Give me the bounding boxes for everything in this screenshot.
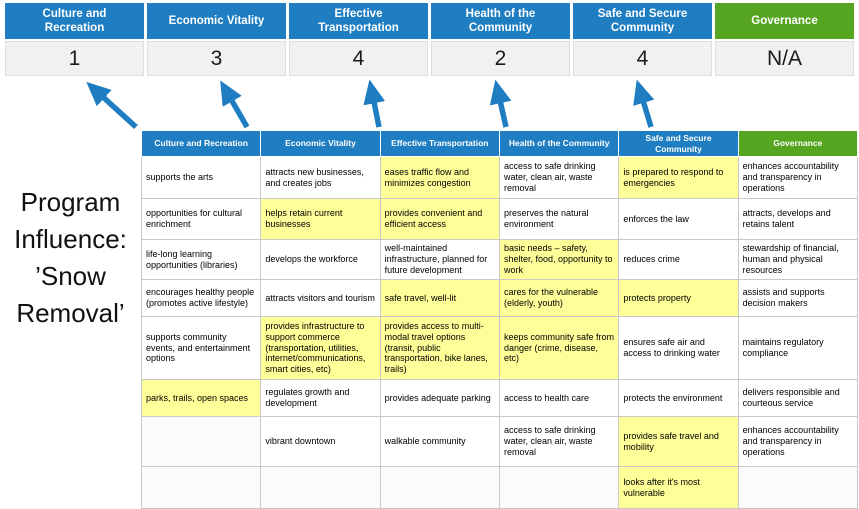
matrix-cell: delivers responsible and courteous servi… xyxy=(737,379,859,417)
matrix-cell: ensures safe air and access to drinking … xyxy=(618,316,739,380)
pillar-health-of-the-community: Health of the Community xyxy=(431,3,570,39)
matrix-cell-empty xyxy=(140,466,262,509)
matrix-cell: protects property xyxy=(618,279,739,317)
matrix-cell: life-long learning opportunities (librar… xyxy=(140,239,262,280)
matrix-row-7: vibrant downtown walkable community access… xyxy=(140,416,859,467)
program-title-line: ’Snow xyxy=(35,260,106,291)
matrix-cell: supports the arts xyxy=(140,156,262,199)
pillar-economic-vitality: Economic Vitality xyxy=(147,3,286,39)
matrix-cell: enhances accountability and transparency… xyxy=(737,156,859,199)
matrix-cell: looks after it's most vulnerable xyxy=(618,466,739,509)
matrix-cell: provides safe travel and mobility xyxy=(618,416,739,467)
matrix-header-economic-vitality: Economic Vitality xyxy=(260,130,381,157)
matrix-row-6: parks, trails, open spaces regulates grow… xyxy=(140,379,859,417)
matrix-cell: access to safe drinking water, clean air… xyxy=(498,156,620,199)
pillar-governance: Governance xyxy=(715,3,854,39)
matrix-cell: parks, trails, open spaces xyxy=(140,379,262,417)
program-title: Program Influence: ’Snow Removal’ xyxy=(0,184,141,332)
matrix-cell: walkable community xyxy=(379,416,500,467)
matrix-cell-empty xyxy=(260,466,381,509)
matrix-cell: protects the environment xyxy=(618,379,739,417)
pillar-culture-and-recreation: Culture and Recreation xyxy=(5,3,144,39)
matrix-cell: attracts new businesses, and creates job… xyxy=(260,156,381,199)
matrix-cell: safe travel, well-lit xyxy=(379,279,500,317)
influence-matrix: Culture and Recreation Economic Vitality E… xyxy=(140,130,859,509)
program-title-line: Influence: xyxy=(14,223,127,254)
score-arrows-layer xyxy=(86,79,655,130)
matrix-cell: access to safe drinking water, clean air… xyxy=(498,416,620,467)
matrix-cell: provides access to multi-modal travel op… xyxy=(379,316,500,380)
matrix-cell: cares for the vulnerable (elderly, youth… xyxy=(498,279,620,317)
up-arrow-icon-effective-transportation xyxy=(363,79,386,128)
matrix-cell-empty xyxy=(379,466,500,509)
matrix-cell: attracts visitors and tourism xyxy=(260,279,381,317)
pillar-header-band: Culture and Recreation Economic Vitality E… xyxy=(5,3,854,39)
matrix-cell: preserves the natural environment xyxy=(498,198,620,240)
matrix-row-3: life-long learning opportunities (librar… xyxy=(140,239,859,280)
matrix-header-safe-and-secure-community: Safe and Secure Community xyxy=(618,130,739,157)
matrix-row-8: looks after it's most vulnerable xyxy=(140,466,859,509)
matrix-cell: stewardship of financial, human and phys… xyxy=(737,239,859,280)
matrix-cell: provides adequate parking xyxy=(379,379,500,417)
matrix-cell-empty xyxy=(498,466,620,509)
matrix-cell: supports community events, and entertain… xyxy=(140,316,262,380)
score-economic-vitality: 3 xyxy=(147,41,286,76)
matrix-cell: attracts, develops and retains talent xyxy=(737,198,859,240)
up-arrow-icon-economic-vitality xyxy=(220,80,250,129)
score-governance: N/A xyxy=(715,41,854,76)
matrix-cell: basic needs – safety, shelter, food, opp… xyxy=(498,239,620,280)
matrix-cell: enhances accountability and transparency… xyxy=(737,416,859,467)
matrix-row-2: opportunities for cultural enrichment hel… xyxy=(140,198,859,240)
score-safe-and-secure-community: 4 xyxy=(573,41,712,76)
program-title-line: Program xyxy=(20,187,121,217)
matrix-cell: reduces crime xyxy=(618,239,739,280)
program-title-line: Removal’ xyxy=(16,297,125,328)
matrix-cell: assists and supports decision makers xyxy=(737,279,859,317)
matrix-header-effective-transportation: Effective Transportation xyxy=(379,130,500,157)
score-effective-transportation: 4 xyxy=(289,41,428,76)
matrix-header-row: Culture and Recreation Economic Vitality E… xyxy=(140,130,859,157)
matrix-cell: maintains regulatory compliance xyxy=(737,316,859,380)
matrix-cell-empty xyxy=(140,416,262,467)
matrix-row-5: supports community events, and entertain… xyxy=(140,316,859,380)
matrix-cell: regulates growth and development xyxy=(260,379,381,417)
pillar-effective-transportation: Effective Transportation xyxy=(289,3,428,39)
matrix-cell: provides infrastructure to support comme… xyxy=(260,316,381,380)
up-arrow-icon-health-of-the-community xyxy=(489,79,512,128)
matrix-cell: encourages healthy people (promotes acti… xyxy=(140,279,262,317)
score-health-of-the-community: 2 xyxy=(431,41,570,76)
matrix-cell: keeps community safe from danger (crime,… xyxy=(498,316,620,380)
up-arrow-icon-safe-and-secure-community xyxy=(633,79,655,128)
matrix-cell: opportunities for cultural enrichment xyxy=(140,198,262,240)
matrix-header-governance: Governance xyxy=(737,130,859,157)
matrix-cell-empty xyxy=(737,466,859,509)
matrix-header-culture-and-recreation: Culture and Recreation xyxy=(140,130,262,157)
matrix-row-1: supports the arts attracts new businesses… xyxy=(140,156,859,199)
matrix-row-4: encourages healthy people (promotes acti… xyxy=(140,279,859,317)
matrix-cell: access to health care xyxy=(498,379,620,417)
matrix-cell: enforces the law xyxy=(618,198,739,240)
up-arrow-icon-culture-and-recreation xyxy=(86,81,138,130)
matrix-cell: develops the workforce xyxy=(260,239,381,280)
matrix-cell: well-maintained infrastructure, planned … xyxy=(379,239,500,280)
matrix-cell: is prepared to respond to emergencies xyxy=(618,156,739,199)
matrix-header-health-of-the-community: Health of the Community xyxy=(498,130,620,157)
pillar-safe-and-secure-community: Safe and Secure Community xyxy=(573,3,712,39)
score-culture-and-recreation: 1 xyxy=(5,41,144,76)
pillar-score-band: 1 3 4 2 4 N/A xyxy=(5,41,854,76)
matrix-cell: provides convenient and efficient access xyxy=(379,198,500,240)
matrix-cell: eases traffic flow and minimizes congest… xyxy=(379,156,500,199)
matrix-cell: vibrant downtown xyxy=(260,416,381,467)
matrix-cell: helps retain current businesses xyxy=(260,198,381,240)
